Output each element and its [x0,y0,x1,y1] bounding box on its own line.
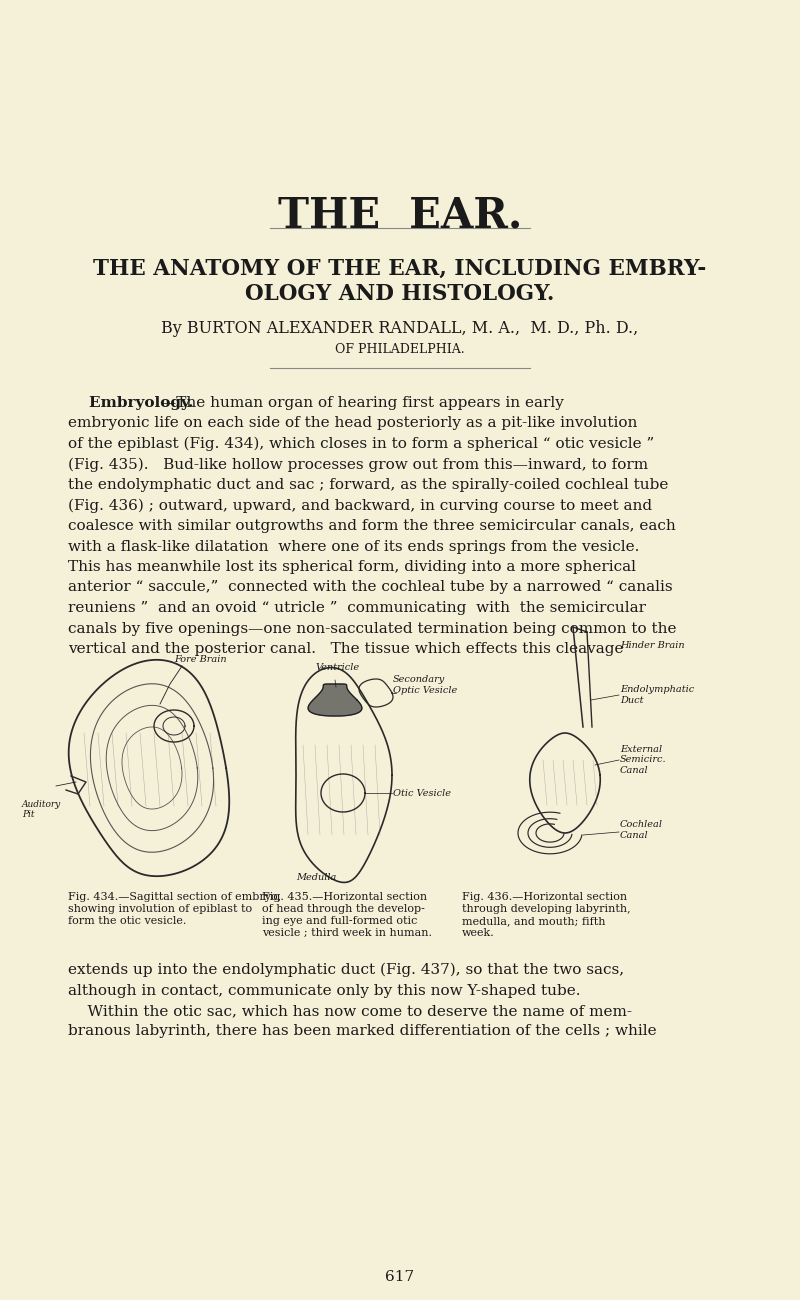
Text: Endolymphatic
Duct: Endolymphatic Duct [620,685,694,705]
Text: (Fig. 436) ; outward, upward, and backward, in curving course to meet and: (Fig. 436) ; outward, upward, and backwa… [68,498,652,514]
Text: Fig. 436.—Horizontal section: Fig. 436.—Horizontal section [462,892,627,902]
Text: although in contact, communicate only by this now Y-shaped tube.: although in contact, communicate only by… [68,984,581,997]
Text: Cochleal
Canal: Cochleal Canal [620,820,663,840]
Polygon shape [308,684,362,716]
Text: OLOGY AND HISTOLOGY.: OLOGY AND HISTOLOGY. [246,283,554,305]
Text: vesicle ; third week in human.: vesicle ; third week in human. [262,928,432,939]
Text: embryonic life on each side of the head posteriorly as a pit-like involution: embryonic life on each side of the head … [68,416,638,430]
Text: Within the otic sac, which has now come to deserve the name of mem-: Within the otic sac, which has now come … [68,1004,632,1018]
Text: coalesce with similar outgrowths and form the three semicircular canals, each: coalesce with similar outgrowths and for… [68,519,676,533]
Text: Embryology.: Embryology. [68,396,194,410]
Text: week.: week. [462,928,494,939]
Text: showing involution of epiblast to: showing involution of epiblast to [68,903,252,914]
Text: Otic Vesicle: Otic Vesicle [393,789,451,797]
Text: Hinder Brain: Hinder Brain [620,641,685,650]
Text: OF PHILADELPHIA.: OF PHILADELPHIA. [335,343,465,356]
Text: of the epiblast (Fig. 434), which closes in to form a spherical “ otic vesicle ”: of the epiblast (Fig. 434), which closes… [68,437,654,451]
Text: anterior “ saccule,”  connected with the cochleal tube by a narrowed “ canalis: anterior “ saccule,” connected with the … [68,581,673,594]
Text: Auditory
Pit: Auditory Pit [22,800,62,819]
Text: Ventricle: Ventricle [316,663,360,672]
Text: through developing labyrinth,: through developing labyrinth, [462,903,630,914]
Text: Fore Brain: Fore Brain [174,655,226,664]
Text: Secondary
Optic Vesicle: Secondary Optic Vesicle [393,675,458,694]
Text: ing eye and full-formed otic: ing eye and full-formed otic [262,916,418,926]
Text: THE ANATOMY OF THE EAR, INCLUDING EMBRY-: THE ANATOMY OF THE EAR, INCLUDING EMBRY- [94,257,706,280]
Text: This has meanwhile lost its spherical form, dividing into a more spherical: This has meanwhile lost its spherical fo… [68,560,636,575]
Text: THE  EAR.: THE EAR. [278,195,522,237]
Text: extends up into the endolymphatic duct (Fig. 437), so that the two sacs,: extends up into the endolymphatic duct (… [68,963,624,978]
Text: of head through the develop-: of head through the develop- [262,903,425,914]
Text: Fig. 434.—Sagittal section of embryo,: Fig. 434.—Sagittal section of embryo, [68,892,281,902]
Text: Fig. 435.—Horizontal section: Fig. 435.—Horizontal section [262,892,427,902]
Text: reuniens ”  and an ovoid “ utricle ”  communicating  with  the semicircular: reuniens ” and an ovoid “ utricle ” comm… [68,601,646,615]
Text: branous labyrinth, there has been marked differentiation of the cells ; while: branous labyrinth, there has been marked… [68,1024,657,1039]
Text: the endolymphatic duct and sac ; forward, as the spirally-coiled cochleal tube: the endolymphatic duct and sac ; forward… [68,478,668,491]
Text: with a flask-like dilatation  where one of its ends springs from the vesicle.: with a flask-like dilatation where one o… [68,540,639,554]
Text: —The human organ of hearing first appears in early: —The human organ of hearing first appear… [161,396,564,410]
Text: medulla, and mouth; fifth: medulla, and mouth; fifth [462,916,606,926]
Text: Medulla: Medulla [296,874,336,881]
Text: canals by five openings—one non-sacculated termination being common to the: canals by five openings—one non-sacculat… [68,621,677,636]
Text: By BURTON ALEXANDER RANDALL, M. A.,  M. D., Ph. D.,: By BURTON ALEXANDER RANDALL, M. A., M. D… [162,320,638,337]
Text: (Fig. 435).   Bud-like hollow processes grow out from this—inward, to form: (Fig. 435). Bud-like hollow processes gr… [68,458,648,472]
Text: form the otic vesicle.: form the otic vesicle. [68,916,186,926]
Text: 617: 617 [386,1270,414,1284]
Text: External
Semicirc.
Canal: External Semicirc. Canal [620,745,666,775]
Text: vertical and the posterior canal.   The tissue which effects this cleavage: vertical and the posterior canal. The ti… [68,642,623,657]
